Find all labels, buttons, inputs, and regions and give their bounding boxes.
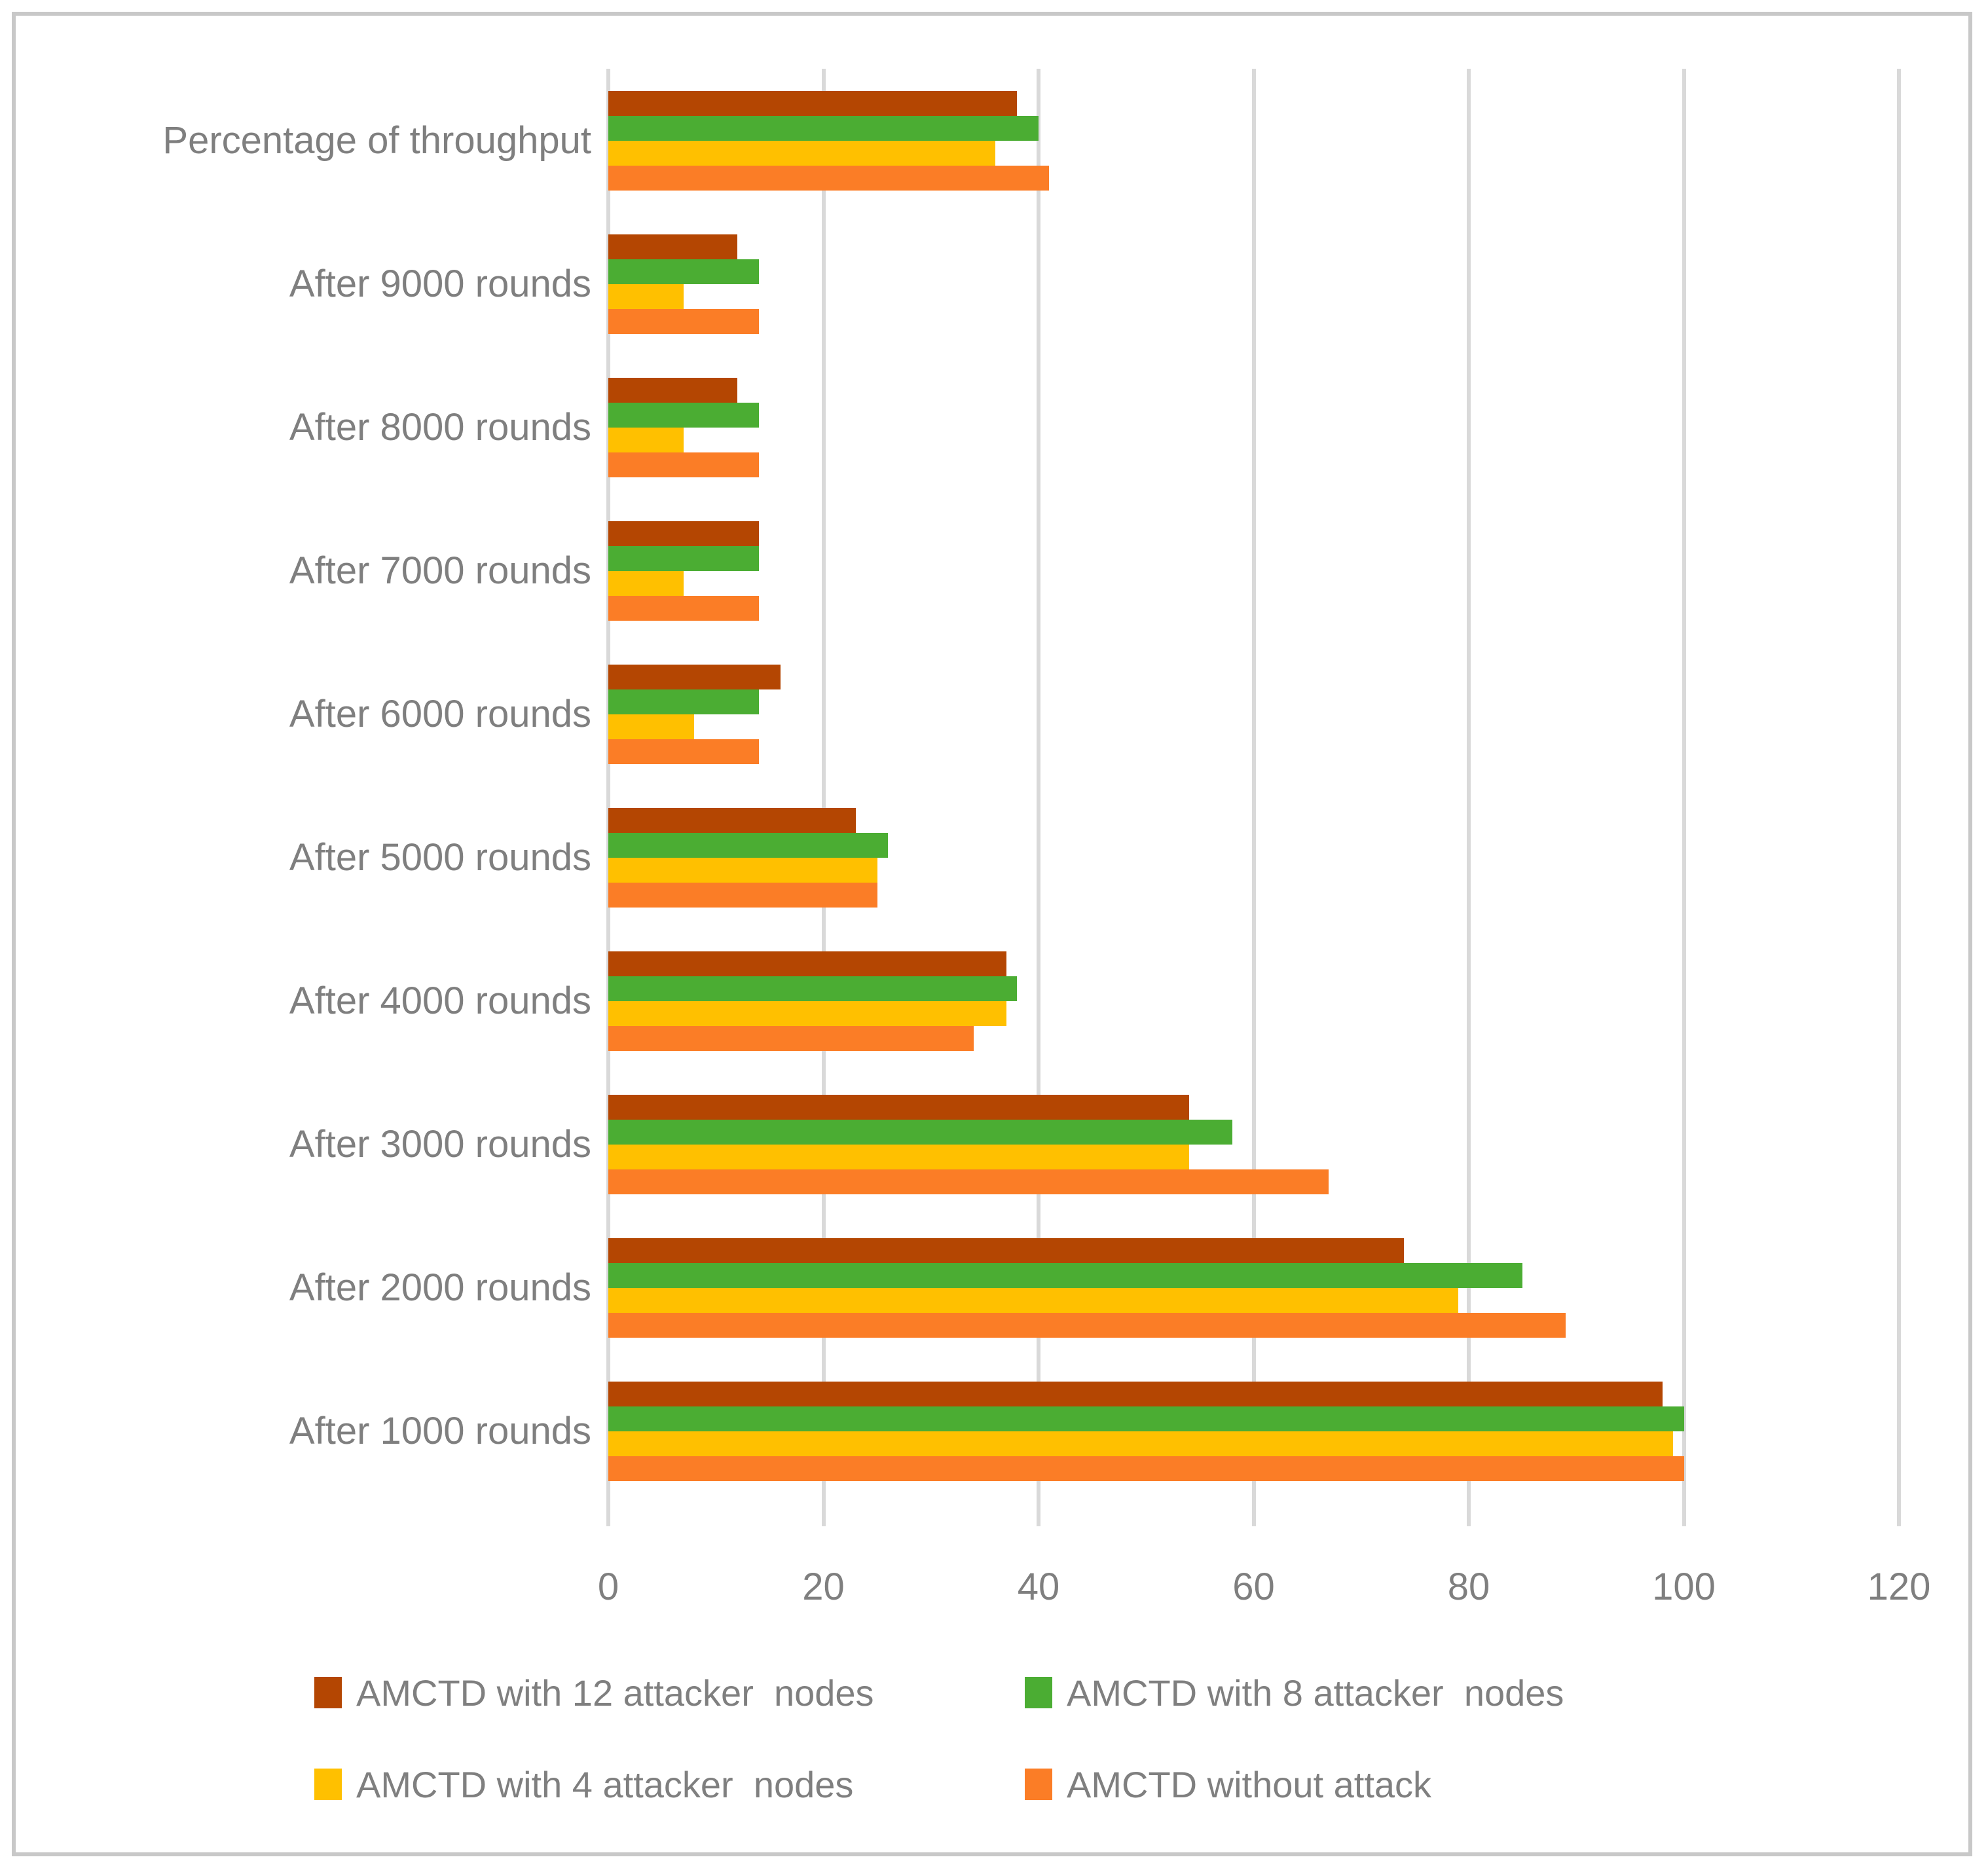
legend-label: AMCTD with 12 attacker nodes	[356, 1672, 874, 1714]
bar	[608, 402, 759, 428]
bar	[608, 1238, 1405, 1263]
category-label: After 6000 rounds	[289, 693, 591, 735]
plot-area	[606, 69, 1901, 1503]
gridline	[1897, 69, 1901, 1503]
x-axis-label: 20	[802, 1565, 845, 1608]
gridline	[1467, 69, 1471, 1503]
legend-marker	[314, 1677, 342, 1708]
bar	[608, 951, 1006, 976]
legend-marker	[314, 1769, 342, 1800]
x-axis-tick	[1251, 1503, 1256, 1526]
category-label: After 7000 rounds	[289, 549, 591, 592]
bar	[608, 1262, 1523, 1288]
bar	[608, 976, 1018, 1001]
legend-label: AMCTD without attack	[1067, 1763, 1432, 1805]
bar	[608, 427, 684, 452]
category-label: After 9000 rounds	[289, 263, 591, 305]
gridline	[821, 69, 826, 1503]
bar	[608, 739, 759, 764]
legend-label: AMCTD with 8 attacker nodes	[1067, 1672, 1564, 1714]
bar	[608, 140, 996, 166]
category-label: After 8000 rounds	[289, 406, 591, 449]
category-label: After 2000 rounds	[289, 1266, 591, 1309]
bar	[608, 1431, 1674, 1456]
bar	[608, 1406, 1684, 1431]
bar	[608, 832, 889, 858]
category-label: After 5000 rounds	[289, 836, 591, 879]
legend-marker	[1025, 1769, 1052, 1800]
bar	[608, 259, 759, 284]
x-axis-label: 60	[1232, 1565, 1275, 1608]
bar	[608, 521, 759, 546]
legend-label: AMCTD with 4 attacker nodes	[356, 1763, 854, 1805]
bar	[608, 1119, 1232, 1145]
category-label: After 1000 rounds	[289, 1410, 591, 1452]
gridline	[606, 69, 610, 1503]
bar	[608, 714, 695, 739]
x-axis-label: 80	[1447, 1565, 1490, 1608]
bar	[608, 1094, 1189, 1120]
bar	[608, 1000, 1006, 1026]
bar	[608, 1287, 1458, 1313]
gridline	[1682, 69, 1686, 1503]
bar	[608, 377, 738, 403]
x-axis-label: 40	[1017, 1565, 1060, 1608]
x-axis-label: 120	[1867, 1565, 1931, 1608]
legend-item: AMCTD without attack	[1025, 1763, 1431, 1806]
bar	[608, 857, 877, 883]
bar	[608, 308, 759, 334]
x-axis-tick	[821, 1503, 826, 1526]
bar	[608, 1144, 1189, 1169]
x-axis-tick	[1467, 1503, 1471, 1526]
category-label: After 3000 rounds	[289, 1123, 591, 1165]
bar	[608, 165, 1050, 191]
bar	[608, 595, 759, 621]
x-axis-tick	[1682, 1503, 1686, 1526]
bar	[608, 1456, 1684, 1481]
bar	[608, 807, 856, 833]
x-axis-tick	[1037, 1503, 1040, 1526]
bar	[608, 115, 1039, 141]
bar	[608, 234, 738, 259]
x-axis-label: 100	[1652, 1565, 1716, 1608]
bar	[608, 1169, 1329, 1194]
bar	[608, 284, 684, 309]
bar	[608, 1312, 1566, 1338]
legend-item: AMCTD with 12 attacker nodes	[314, 1671, 874, 1714]
bar	[608, 545, 759, 571]
legend-item: AMCTD with 8 attacker nodes	[1025, 1671, 1564, 1714]
category-label: After 4000 rounds	[289, 980, 591, 1022]
legend-marker	[1025, 1677, 1052, 1708]
bar	[608, 689, 759, 714]
gridline	[1037, 69, 1040, 1503]
legend-item: AMCTD with 4 attacker nodes	[314, 1763, 853, 1806]
bar	[608, 570, 684, 596]
bar	[608, 90, 1018, 116]
bar	[608, 452, 759, 477]
bar	[608, 882, 877, 908]
gridline	[1251, 69, 1256, 1503]
bar	[608, 1025, 974, 1051]
x-axis-tick	[1897, 1503, 1901, 1526]
bar	[608, 664, 781, 689]
x-axis-tick	[606, 1503, 610, 1526]
x-axis-label: 0	[597, 1565, 619, 1608]
bar	[608, 1381, 1663, 1406]
category-label: Percentage of throughput	[162, 119, 591, 162]
